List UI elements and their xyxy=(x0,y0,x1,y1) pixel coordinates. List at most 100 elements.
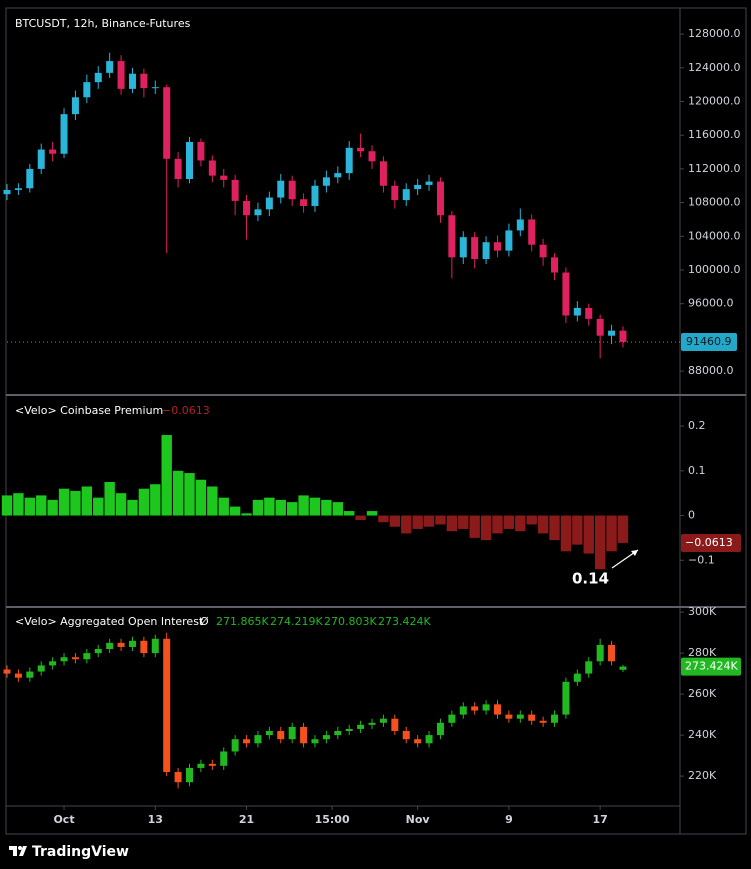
histogram-bar xyxy=(594,515,606,570)
candle-body xyxy=(539,720,547,723)
pane-value: −0.0613 xyxy=(162,404,210,417)
candle-body xyxy=(493,242,501,251)
candle-body xyxy=(128,640,136,647)
histogram-bar xyxy=(332,502,343,516)
candle-body xyxy=(357,147,365,152)
histogram-bar xyxy=(184,473,195,516)
candle-body xyxy=(106,61,114,73)
candle-body xyxy=(334,173,342,178)
last-value-label: −0.0613 xyxy=(685,536,733,549)
candle-body xyxy=(300,199,308,206)
last-price-box xyxy=(681,332,737,351)
candle-body xyxy=(49,149,57,154)
candle-body xyxy=(402,730,410,740)
histogram-bar xyxy=(446,515,458,532)
y-tick-label: 124000.0 xyxy=(688,61,741,74)
candle-body xyxy=(596,318,604,336)
candle-body xyxy=(505,714,513,719)
candle-body xyxy=(128,73,136,89)
histogram-bar xyxy=(366,511,378,516)
histogram-bar xyxy=(70,490,81,516)
candle-body xyxy=(186,767,194,783)
candle-body xyxy=(471,706,479,711)
y-tick-label: 0.2 xyxy=(688,419,706,432)
candle-body xyxy=(277,730,285,740)
x-tick-label: 15:00 xyxy=(315,813,350,826)
candle-body xyxy=(208,763,216,766)
histogram-bar xyxy=(47,499,58,516)
histogram-bar xyxy=(218,497,229,516)
x-tick-label: 17 xyxy=(592,813,607,826)
candle-body xyxy=(3,189,11,195)
logo-mark xyxy=(9,846,27,856)
histogram-bar xyxy=(321,499,332,516)
histogram-bar xyxy=(58,488,70,516)
y-tick-label: 0.1 xyxy=(688,464,706,477)
histogram-bar xyxy=(423,515,435,527)
candle-body xyxy=(357,724,365,729)
x-tick-label: 13 xyxy=(148,813,163,826)
candle-body xyxy=(140,73,148,89)
candle-body xyxy=(493,704,501,715)
histogram-bar xyxy=(1,495,13,516)
histogram-bar xyxy=(389,515,401,527)
pane-title: <Velo> Aggregated Open Interest xyxy=(15,615,204,628)
candle-body xyxy=(482,704,490,711)
candle-body xyxy=(26,671,34,678)
candle-body xyxy=(288,180,296,200)
y-tick-label: 128000.0 xyxy=(688,27,741,40)
candle-body xyxy=(186,141,194,180)
y-tick-label: −0.1 xyxy=(688,553,715,566)
y-tick-label: 88000.0 xyxy=(688,364,734,377)
candle-body xyxy=(505,230,513,251)
candle-body xyxy=(448,714,456,723)
histogram-bar xyxy=(458,515,469,529)
candle-body xyxy=(83,82,91,98)
candle-body xyxy=(539,244,547,258)
candle-body xyxy=(311,739,319,744)
candle-body xyxy=(414,184,422,190)
histogram-bar xyxy=(172,470,184,516)
y-tick-label: 220K xyxy=(688,769,717,782)
histogram-bar xyxy=(503,515,515,529)
histogram-bar xyxy=(207,486,218,516)
histogram-bar xyxy=(606,515,617,552)
candle-body xyxy=(174,158,182,180)
histogram-bar xyxy=(161,435,172,516)
y-tick-label: 260K xyxy=(688,687,717,700)
candle-body xyxy=(573,307,581,316)
histogram-bar xyxy=(115,493,127,516)
frame xyxy=(5,7,747,835)
y-tick-label: 116000.0 xyxy=(688,128,741,141)
pane-title: <Velo> Coinbase Premium xyxy=(15,404,163,417)
candle-body xyxy=(94,72,102,83)
y-tick-label: 280K xyxy=(688,646,717,659)
histogram-bar xyxy=(412,515,423,529)
candle-body xyxy=(619,330,627,342)
candle-body xyxy=(265,197,273,210)
candle-body xyxy=(551,257,559,273)
candle-body xyxy=(391,185,399,201)
candle-body xyxy=(71,657,79,660)
pane-title: BTCUSDT, 12h, Binance-Futures xyxy=(15,17,191,30)
annotation-arrowhead xyxy=(631,550,638,556)
candle-body xyxy=(585,661,593,674)
candle-body xyxy=(528,714,536,721)
candle-body xyxy=(106,642,114,649)
candle-body xyxy=(163,87,171,159)
histogram-bar xyxy=(13,493,24,516)
candle-body xyxy=(60,114,68,154)
histogram-bar xyxy=(93,497,104,516)
histogram-bar xyxy=(241,513,252,516)
candle-body xyxy=(459,706,467,715)
histogram-bar xyxy=(127,499,138,516)
candle-body xyxy=(265,730,273,736)
histogram-bar xyxy=(378,515,389,523)
histogram-bar xyxy=(229,506,241,516)
candle-body xyxy=(14,188,22,190)
x-tick-label: 9 xyxy=(505,813,513,826)
candle-body xyxy=(117,642,125,647)
